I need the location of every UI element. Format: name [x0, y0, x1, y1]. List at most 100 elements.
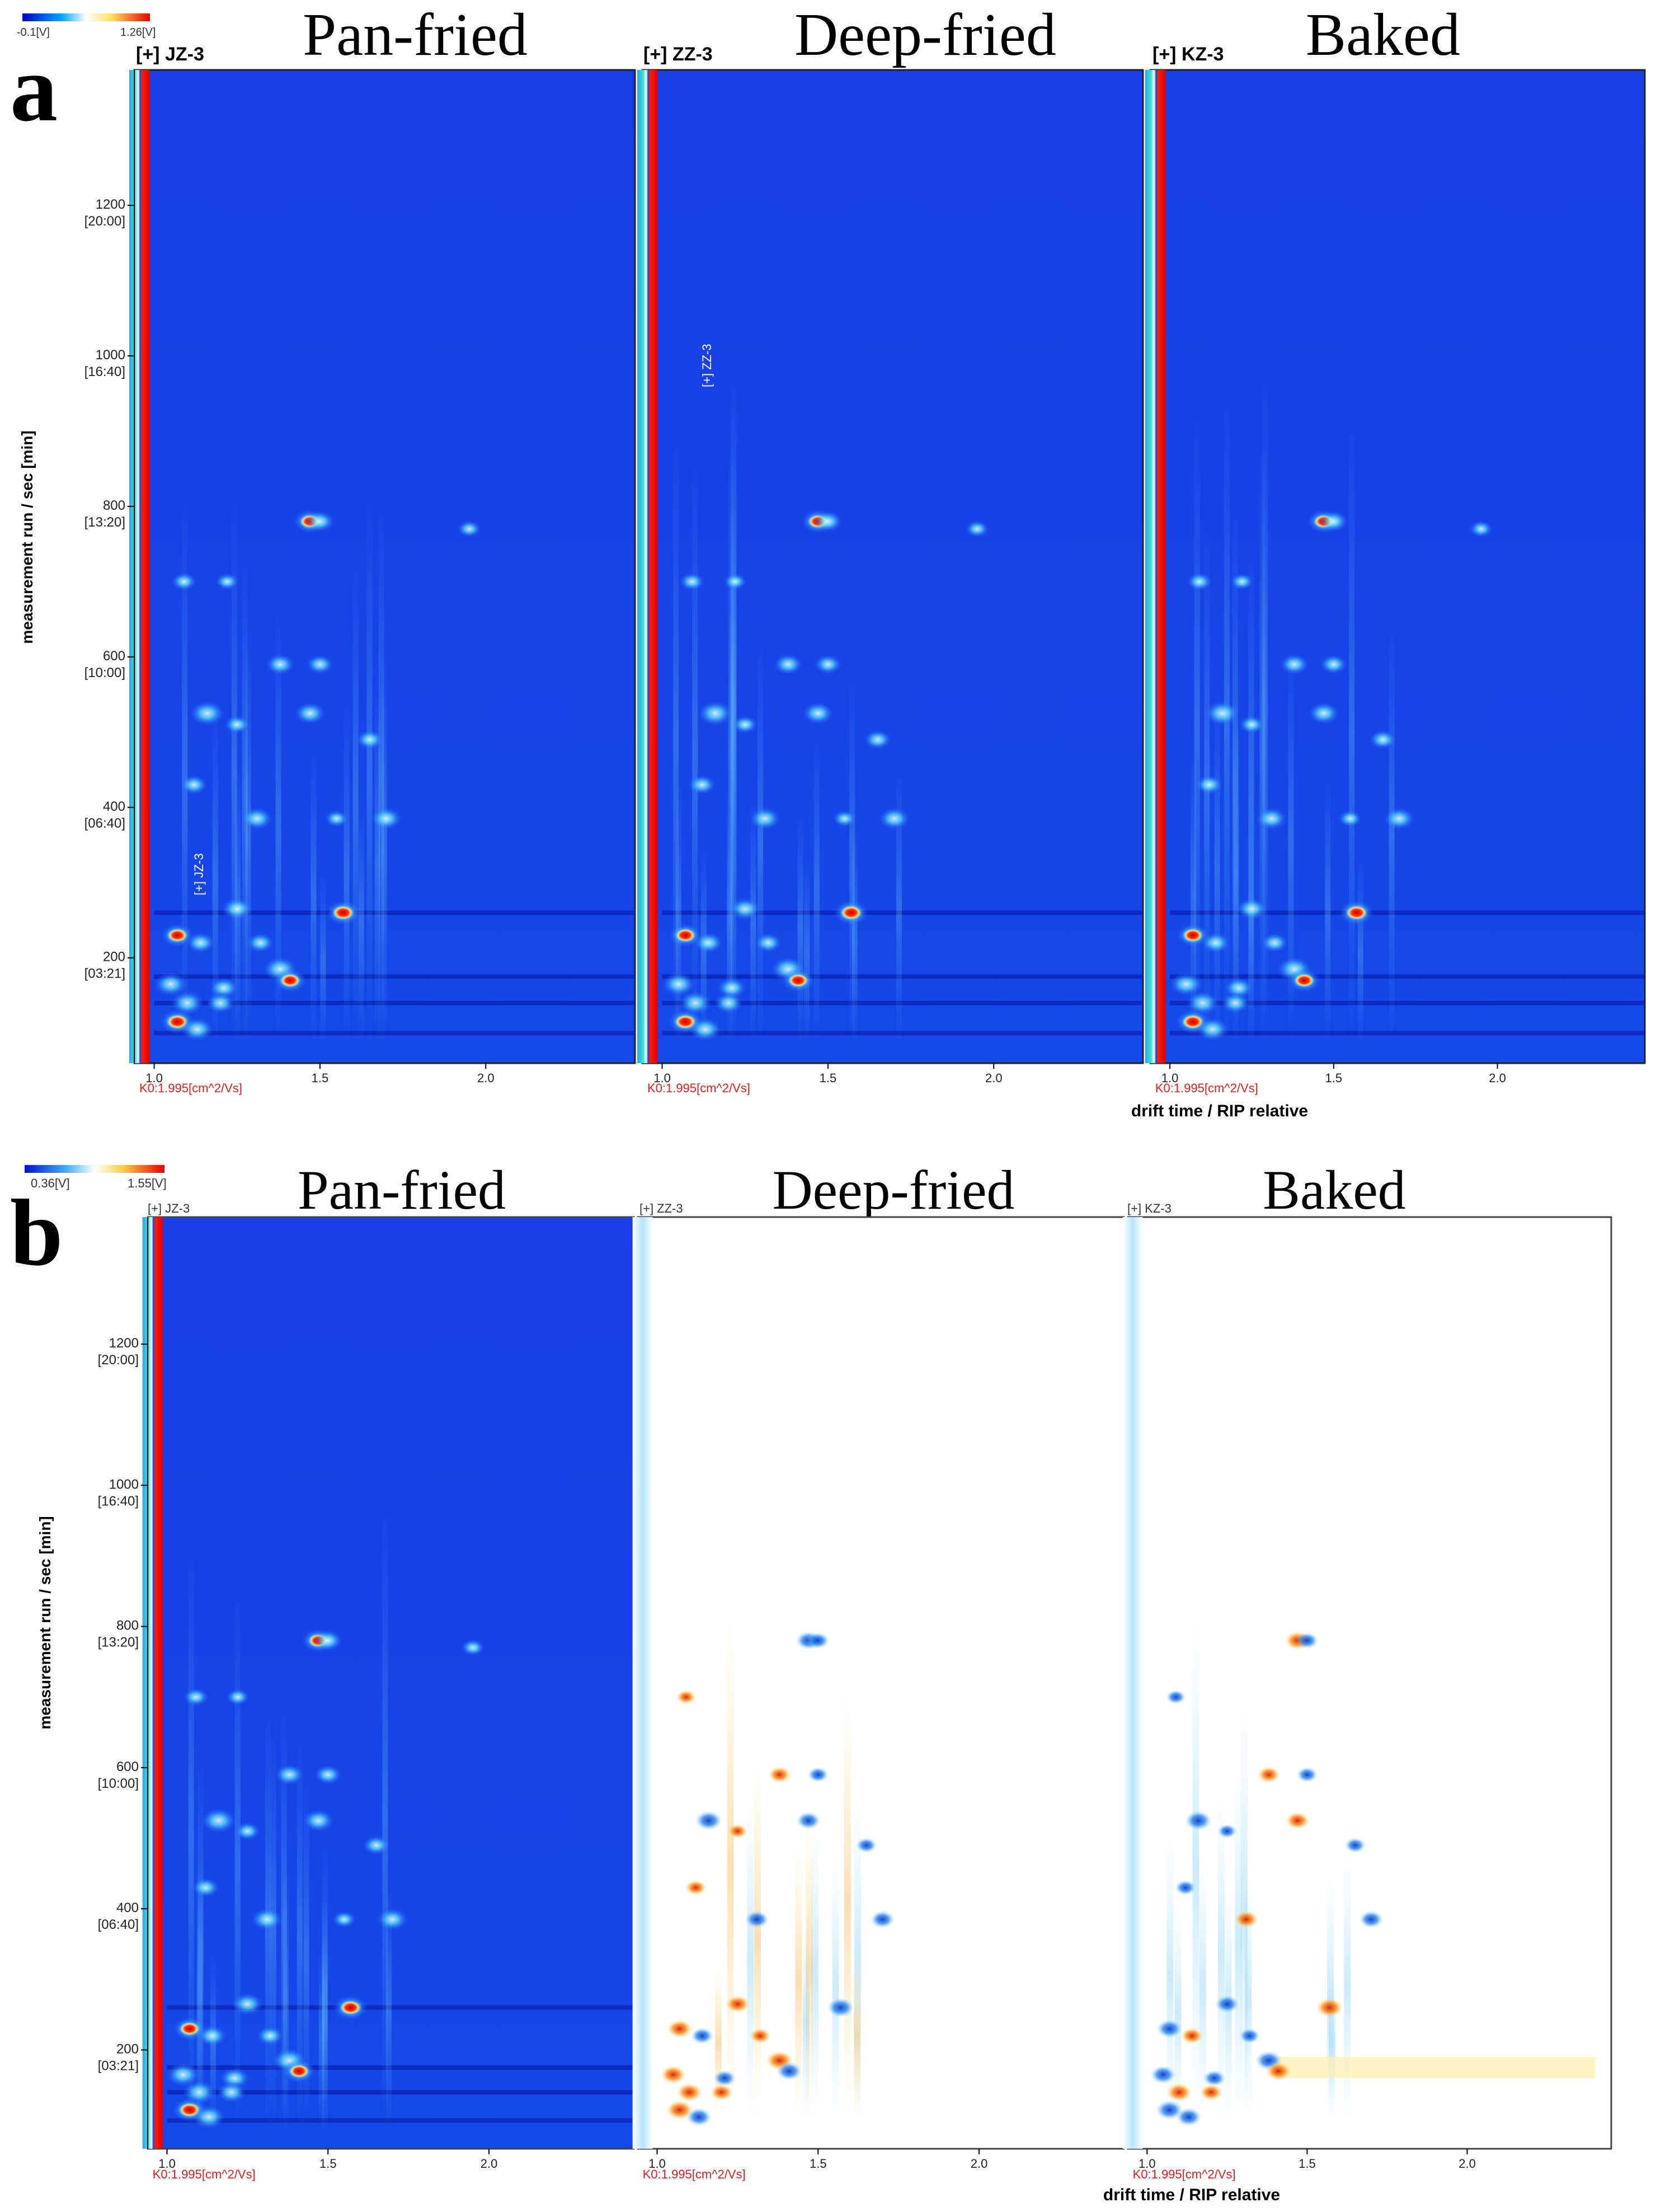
peak-diff — [1199, 2084, 1223, 2101]
vertical-streak — [245, 628, 251, 1049]
vertical-streak — [692, 459, 698, 1049]
vertical-streak — [378, 504, 384, 1049]
panel-b-letter: b — [10, 1180, 63, 1285]
peak-diff — [666, 2019, 693, 2039]
dark-band — [167, 2065, 634, 2070]
vertical-streak — [197, 1760, 204, 2135]
peak-core — [675, 928, 696, 942]
peak-diff — [749, 2028, 771, 2044]
peak-glow — [694, 932, 723, 954]
dark-band — [662, 1001, 1143, 1006]
x-tick-label: 2.0 — [477, 1071, 495, 1085]
y-tick-label-min: [16:40] — [98, 1494, 139, 1509]
vertical-streak — [832, 1855, 839, 2121]
peak-glow — [802, 702, 834, 725]
y-tick-label: 1000 — [109, 1477, 139, 1492]
peak-diff — [1265, 2061, 1291, 2080]
y-tick-label: 1200 — [96, 197, 125, 212]
x-tick-label: 2.0 — [971, 2157, 988, 2171]
panel-a-letter: a — [10, 36, 58, 141]
panel-a-sample-jz3: [+] JZ-3 — [136, 44, 204, 65]
peak-glow — [186, 932, 215, 954]
peak-diff — [1175, 2107, 1202, 2126]
vertical-streak — [802, 1924, 810, 2121]
vertical-streak — [1214, 689, 1220, 1049]
y-tick-label-min: [16:40] — [84, 364, 125, 379]
peak-diff — [1156, 2019, 1183, 2039]
peak-diff — [710, 2084, 733, 2101]
x-tick-label: 1.0 — [1161, 1071, 1179, 1085]
vertical-streak — [1325, 776, 1331, 1049]
peak-glow — [171, 572, 197, 591]
peak-glow — [1230, 573, 1254, 590]
x-tick-label: 1.0 — [653, 1071, 671, 1085]
peak-glow — [1187, 572, 1212, 591]
panel-a-title-pan-fried: Pan-fried — [303, 2, 528, 68]
dark-band — [167, 2090, 634, 2095]
vertical-streak — [297, 1739, 303, 2135]
peak-glow — [192, 1878, 219, 1898]
x-tick-label: 1.5 — [820, 1071, 837, 1085]
vertical-streak — [1166, 1833, 1174, 2121]
x-tick-label: 2.0 — [985, 1071, 1003, 1085]
panel-a-title-deep-fried: Deep-fried — [794, 2, 1056, 68]
peak-glow — [266, 654, 295, 675]
peak-glow — [294, 702, 326, 725]
vertical-streak — [1217, 1791, 1225, 2121]
y-tick-label: 400 — [103, 799, 125, 814]
panel-b-sample-kz3: [+] KZ-3 — [1127, 1201, 1172, 1215]
colorbar-b-min: 0.36[V] — [31, 1176, 70, 1190]
peak-glow — [1279, 654, 1309, 675]
vertical-streak — [1233, 699, 1239, 1049]
x-tick-label: 1.0 — [648, 2157, 666, 2171]
peak-glow — [192, 2105, 225, 2129]
dark-band — [154, 910, 635, 915]
peak-glow — [679, 991, 712, 1015]
vertical-streak — [303, 1776, 309, 2135]
rip-band — [1122, 1217, 1143, 2149]
y-tick-label: 600 — [103, 649, 125, 664]
peak-glow — [303, 1809, 334, 1832]
k0-label: K0:1.995[cm^2/Vs] — [647, 1081, 750, 1095]
vertical-streak — [1349, 417, 1355, 1049]
peak-glow — [755, 933, 782, 953]
vertical-streak — [811, 1821, 818, 2121]
peak-glow — [1196, 775, 1223, 795]
peak-glow — [879, 807, 910, 830]
x-tick-label: 2.0 — [481, 2157, 498, 2171]
colorbar-b — [25, 1165, 164, 1173]
x-tick-label: 1.5 — [319, 2157, 337, 2171]
vertical-streak — [322, 1840, 328, 2135]
vertical-streak — [1288, 643, 1294, 1049]
peak-diff — [1239, 2028, 1260, 2044]
heatmap-baked — [1122, 1216, 1612, 2150]
panel-a-y-axis: 200[03:21] 400 [06:40] 600[10:00] 800 [13:20]… — [84, 70, 135, 1063]
dark-band — [154, 1031, 635, 1036]
peak-glow — [1205, 701, 1240, 726]
y-tick-label-min: [20:00] — [84, 214, 125, 229]
k0-label: K0:1.995[cm^2/Vs] — [1155, 1081, 1258, 1095]
side-sample-label: [+] JZ-3 — [192, 853, 206, 895]
vertical-streak — [188, 1545, 194, 2135]
dark-band — [154, 974, 635, 979]
vertical-streak — [1357, 860, 1363, 1049]
y-tick-label-min: [03:21] — [84, 966, 125, 981]
y-tick-label-min: [20:00] — [98, 1352, 139, 1368]
dark-band — [154, 1001, 635, 1006]
k0-label: K0:1.995[cm^2/Vs] — [1133, 2167, 1236, 2181]
plot-background — [642, 70, 1143, 1063]
dark-band — [167, 2005, 634, 2010]
vertical-streak — [382, 1500, 388, 2135]
peak-glow — [171, 991, 204, 1015]
peak-glow — [215, 573, 239, 590]
peak-glow — [1196, 1017, 1229, 1041]
y-tick-label: 1200 — [109, 1336, 139, 1351]
peak-glow — [698, 701, 733, 726]
rip-band — [129, 70, 149, 1063]
peak-glow — [1201, 932, 1230, 954]
peak-glow — [201, 1808, 236, 1833]
peak-diff — [676, 2083, 702, 2102]
peak-glow — [181, 1017, 214, 1041]
peak-glow — [251, 1908, 283, 1931]
